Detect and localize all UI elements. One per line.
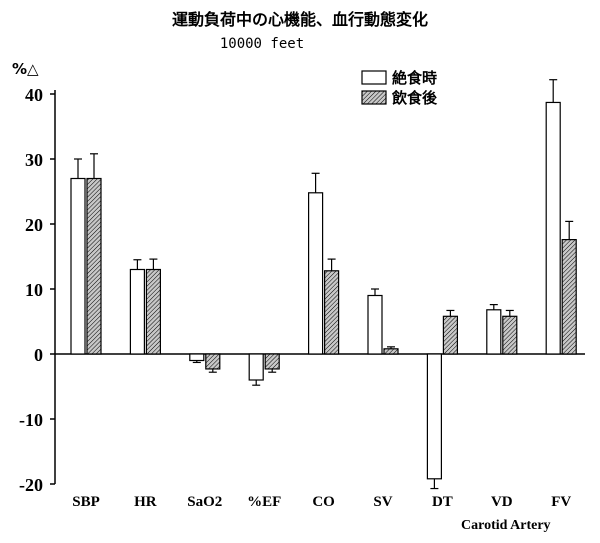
x-tick-label: SV — [373, 494, 392, 510]
bar-sao2-fasting — [189, 353, 205, 362]
bar-dt-fed — [442, 315, 458, 355]
bar-sv-fed — [383, 348, 399, 355]
bar-co-fed — [324, 270, 340, 355]
x-tick-label: VD — [491, 494, 513, 510]
x-tick-label: CO — [312, 494, 335, 510]
axes: 40 30 20 10 0 -10 -20 — [19, 85, 585, 495]
bar-hr-fed — [145, 268, 161, 355]
x-tick-label: DT — [432, 494, 453, 510]
x-tick-label: SaO2 — [187, 494, 222, 510]
bar-sao2-fed — [205, 353, 221, 370]
bar-vd-fed — [502, 315, 518, 355]
x-tick-label: SBP — [72, 494, 100, 510]
legend-swatch — [361, 90, 387, 105]
bar-co-fasting — [308, 192, 324, 355]
bar-vd-fasting — [486, 309, 502, 355]
bars: SBP HR SaO2 %EF CO SV DT VD FV — [70, 79, 577, 510]
bar-sbp-fasting — [70, 177, 86, 355]
legend-label: 絶食時 — [392, 69, 437, 87]
x-tick-label: HR — [134, 494, 157, 510]
bar-dt-fasting — [426, 353, 442, 480]
y-tick-label: 30 — [25, 150, 43, 170]
y-tick-label: -20 — [19, 475, 43, 495]
x-tick-label: FV — [551, 494, 571, 510]
chart-subtitle: 10000 feet — [220, 36, 304, 52]
bar-fv-fed — [561, 239, 577, 355]
x-tick-label: %EF — [247, 494, 281, 510]
y-tick-label: 20 — [25, 215, 43, 235]
bar-fv-fasting — [545, 101, 561, 355]
y-tick-label: 0 — [34, 345, 43, 365]
bar-ef-fed — [264, 353, 280, 370]
y-axis-label: %△ — [12, 60, 39, 78]
bar-sv-fasting — [367, 294, 383, 355]
legend-swatch — [361, 70, 387, 85]
bar-sbp-fed — [86, 177, 102, 355]
bar-ef-fasting — [248, 353, 264, 381]
legend-label: 飲食後 — [391, 89, 438, 107]
chart-title: 運動負荷中の心機能、血行動態変化 — [172, 10, 428, 29]
carotid-artery-note: Carotid Artery — [461, 518, 551, 533]
y-tick-label: 10 — [25, 280, 43, 300]
y-tick-label: -10 — [19, 410, 43, 430]
y-tick-label: 40 — [25, 85, 43, 105]
bar-hr-fasting — [129, 268, 145, 355]
